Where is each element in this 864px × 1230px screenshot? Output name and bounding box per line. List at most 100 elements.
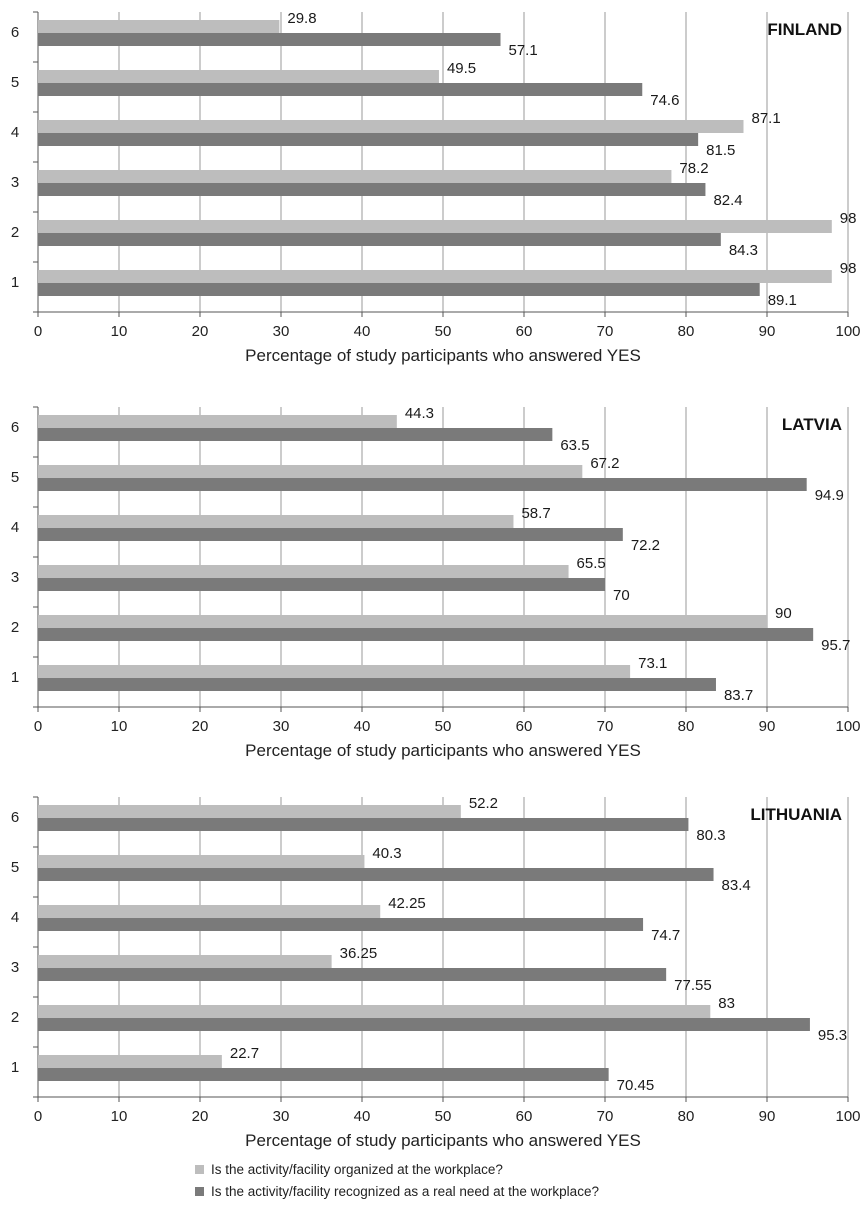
data-label-organized: 52.2 <box>469 795 498 812</box>
legend-item-organized: Is the activity/facility organized at th… <box>195 1158 599 1180</box>
bar-need <box>38 478 807 491</box>
category-label: 1 <box>11 1059 19 1076</box>
data-label-organized: 49.5 <box>447 60 476 77</box>
bar-need <box>38 968 667 981</box>
bar-need <box>38 428 553 441</box>
bar-need <box>38 868 714 881</box>
bar-organized <box>38 1005 711 1018</box>
data-label-organized: 98 <box>840 210 857 227</box>
bar-need <box>38 1018 810 1031</box>
category-label: 2 <box>11 619 19 636</box>
data-label-need: 70.45 <box>617 1077 655 1094</box>
x-tick-label: 100 <box>835 718 860 735</box>
bar-organized <box>38 20 280 33</box>
data-label-need: 81.5 <box>706 142 735 159</box>
x-tick-label: 30 <box>273 323 290 340</box>
data-label-need: 70 <box>613 587 630 604</box>
chart-panel-lithuania: 0 10 20 30 40 50 60 70 80 90 100 6 52.2 80.3 5 40.3 83.4… <box>11 795 861 1150</box>
chart-panel-latvia: 0 10 20 30 40 50 60 70 80 90 100 6 44.3 63.5 5 67.2 94.9… <box>11 405 861 760</box>
category-label: 1 <box>11 274 19 291</box>
data-label-need: 83.4 <box>722 877 751 894</box>
x-tick-label: 20 <box>192 1108 209 1125</box>
data-label-need: 63.5 <box>560 437 589 454</box>
bar-organized <box>38 515 514 528</box>
x-tick-label: 30 <box>273 1108 290 1125</box>
data-label-need: 74.6 <box>650 92 679 109</box>
bar-organized <box>38 955 332 968</box>
x-tick-label: 100 <box>835 323 860 340</box>
legend: Is the activity/facility organized at th… <box>195 1158 599 1202</box>
data-label-need: 94.9 <box>815 487 844 504</box>
x-tick-label: 90 <box>759 718 776 735</box>
bar-need <box>38 628 814 641</box>
legend-label-need: Is the activity/facility recognized as a… <box>211 1183 599 1199</box>
category-label: 1 <box>11 669 19 686</box>
x-tick-label: 20 <box>192 323 209 340</box>
bar-organized <box>38 270 832 283</box>
bar-need <box>38 233 721 246</box>
bar-organized <box>38 1055 222 1068</box>
x-axis-label: Percentage of study participants who ans… <box>245 1131 641 1150</box>
x-tick-label: 30 <box>273 718 290 735</box>
category-label: 3 <box>11 569 19 586</box>
data-label-need: 95.3 <box>818 1027 847 1044</box>
category-label: 6 <box>11 809 19 826</box>
category-label: 4 <box>11 519 19 536</box>
data-label-need: 84.3 <box>729 242 758 259</box>
x-tick-label: 50 <box>435 718 452 735</box>
bar-organized <box>38 415 397 428</box>
category-label: 2 <box>11 1009 19 1026</box>
data-label-organized: 67.2 <box>590 455 619 472</box>
bar-need <box>38 283 760 296</box>
bar-organized <box>38 465 583 478</box>
data-label-organized: 90 <box>775 605 792 622</box>
data-label-need: 77.55 <box>674 977 712 994</box>
data-label-organized: 42.25 <box>388 895 426 912</box>
x-tick-label: 70 <box>597 1108 614 1125</box>
data-label-need: 72.2 <box>631 537 660 554</box>
bar-organized <box>38 170 672 183</box>
x-axis-label: Percentage of study participants who ans… <box>245 346 641 365</box>
data-label-organized: 98 <box>840 260 857 277</box>
x-tick-label: 90 <box>759 1108 776 1125</box>
data-label-need: 95.7 <box>821 637 850 654</box>
data-label-organized: 29.8 <box>287 10 316 27</box>
data-label-organized: 87.1 <box>752 110 781 127</box>
category-label: 2 <box>11 224 19 241</box>
bar-need <box>38 133 699 146</box>
bar-need <box>38 578 605 591</box>
category-label: 5 <box>11 74 19 91</box>
bar-need <box>38 33 501 46</box>
x-tick-label: 40 <box>354 1108 371 1125</box>
data-label-organized: 78.2 <box>679 160 708 177</box>
data-label-need: 89.1 <box>768 292 797 309</box>
x-tick-label: 10 <box>111 1108 128 1125</box>
legend-swatch-need <box>195 1186 204 1196</box>
category-label: 3 <box>11 959 19 976</box>
chart-panel-finland: 0 10 20 30 40 50 60 70 80 90 100 6 29.8 57.1 5 49.5 74.6… <box>11 10 861 365</box>
category-label: 6 <box>11 24 19 41</box>
bar-organized <box>38 855 365 868</box>
bar-need <box>38 1068 609 1081</box>
data-label-need: 82.4 <box>713 192 742 209</box>
x-tick-label: 40 <box>354 718 371 735</box>
category-label: 5 <box>11 859 19 876</box>
category-label: 3 <box>11 174 19 191</box>
legend-swatch-organized <box>195 1164 204 1174</box>
data-label-need: 80.3 <box>696 827 725 844</box>
x-tick-label: 0 <box>34 718 42 735</box>
x-tick-label: 20 <box>192 718 209 735</box>
x-tick-label: 80 <box>678 323 695 340</box>
bar-need <box>38 818 689 831</box>
data-label-need: 74.7 <box>651 927 680 944</box>
data-label-organized: 36.25 <box>340 945 378 962</box>
data-label-organized: 83 <box>718 995 735 1012</box>
x-tick-label: 80 <box>678 718 695 735</box>
chart-title: LITHUANIA <box>750 805 842 824</box>
x-tick-label: 60 <box>516 718 533 735</box>
x-tick-label: 90 <box>759 323 776 340</box>
data-label-organized: 40.3 <box>372 845 401 862</box>
data-label-need: 57.1 <box>509 42 538 59</box>
bar-organized <box>38 70 439 83</box>
